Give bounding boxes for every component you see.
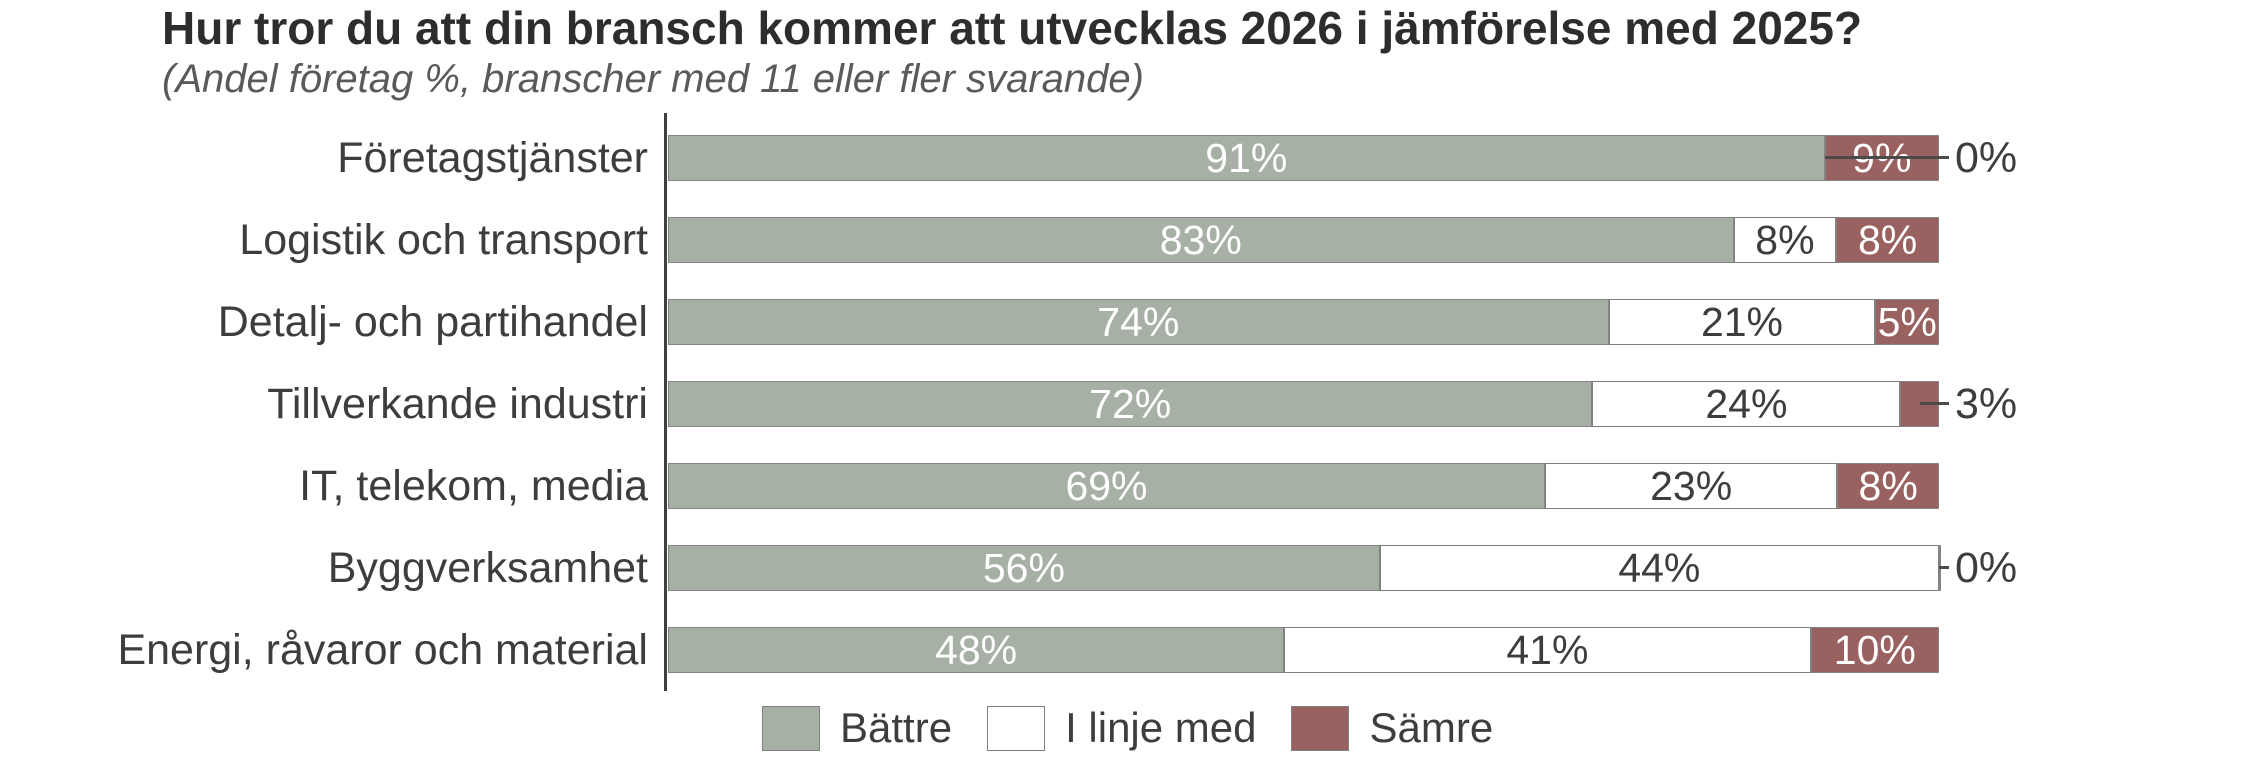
category-label: Företagstjänster <box>337 134 648 182</box>
category-label: Energi, råvaror och material <box>117 626 648 674</box>
outside-value-label: 3% <box>1955 380 2018 428</box>
segment-value-label: 10% <box>1833 626 1916 673</box>
segment-value-label: 5% <box>1877 298 1937 345</box>
chart-subtitle: (Andel företag %, branscher med 11 eller… <box>162 57 1144 101</box>
segment-value-label: 44% <box>1618 544 1701 591</box>
bar-segment-samre: 8% <box>1836 217 1939 263</box>
bar-segment-i-linje-med: 23% <box>1544 462 1838 509</box>
category-label: Detalj- och partihandel <box>217 298 648 346</box>
segment-value-label: 83% <box>1159 216 1242 263</box>
legend-item-battre: Bättre <box>762 704 952 752</box>
category-label: IT, telekom, media <box>299 462 648 510</box>
bar-plot-area: Företagstjänster 91% 0% 9% Logistik och tran… <box>117 135 2017 673</box>
y-axis-line <box>664 113 667 691</box>
legend: Bättre I linje med Sämre <box>762 704 1493 752</box>
bar-segment-battre: 74% <box>668 299 1609 345</box>
legend-swatch <box>987 705 1046 751</box>
bar-row: Byggverksamhet 56% 44% 0% <box>328 544 2017 591</box>
bar-segment-i-linje-med: 41% <box>1284 626 1811 673</box>
bar-segment-battre: 91% <box>668 135 1825 181</box>
bar-segment-battre: 83% <box>668 217 1734 263</box>
bar-segment-i-linje-med: 21% <box>1608 298 1876 345</box>
bar-row: Tillverkande industri 72% 24% 3% <box>267 380 2017 427</box>
segment-value-label: 56% <box>982 544 1065 591</box>
bar-row: Företagstjänster 91% 0% 9% <box>337 135 2017 181</box>
leader-line <box>1919 402 1949 405</box>
segment-value-label: 8% <box>1858 216 1918 263</box>
category-label: Tillverkande industri <box>267 380 648 428</box>
leader-line <box>1824 156 1949 159</box>
bar-segment-samre: 5% <box>1875 299 1939 345</box>
bar-row: Logistik och transport 83% 8% 8% <box>239 216 1939 263</box>
bar-segment-battre: 69% <box>668 463 1545 509</box>
bar-segment-samre: 10% <box>1810 626 1939 673</box>
chart-title: Hur tror du att din bransch kommer att u… <box>162 2 1863 54</box>
segment-value-label: 41% <box>1506 626 1589 673</box>
segment-value-label: 8% <box>1755 216 1815 263</box>
legend-item-samre: Sämre <box>1291 704 1493 752</box>
bar-segment-battre: 56% <box>668 545 1380 591</box>
segment-value-label: 69% <box>1065 462 1148 509</box>
category-label: Byggverksamhet <box>327 544 648 592</box>
legend-label: Sämre <box>1369 704 1494 751</box>
legend-item-i-linje-med: I linje med <box>987 704 1256 752</box>
segment-value-label: 91% <box>1205 134 1288 181</box>
segment-value-label: 8% <box>1858 462 1918 509</box>
legend-swatch <box>762 705 820 751</box>
bar-segment-i-linje-med: 8% <box>1733 216 1837 263</box>
segment-value-label: 72% <box>1089 380 1172 427</box>
leader-line <box>1939 566 1949 569</box>
bar-row: Detalj- och partihandel 74% 21% 5% <box>218 298 1939 345</box>
category-label: Logistik och transport <box>239 216 648 264</box>
segment-value-label: 74% <box>1097 298 1180 345</box>
bar-row: Energi, råvaror och material 48% 41% 10% <box>117 626 1939 673</box>
outside-value-label: 0% <box>1955 134 2018 182</box>
legend-label: Bättre <box>840 704 953 751</box>
bar-segment-samre: 8% <box>1837 463 1939 509</box>
bar-segment-i-linje-med: 44% <box>1379 544 1939 591</box>
bar-segment-i-linje-med: 24% <box>1592 380 1901 427</box>
outside-value-label: 0% <box>1955 544 2018 592</box>
segment-value-label: 48% <box>935 626 1018 673</box>
segment-value-label: 24% <box>1705 380 1788 427</box>
bar-row: IT, telekom, media 69% 23% 8% <box>299 462 1939 509</box>
bar-segment-battre: 48% <box>668 626 1285 673</box>
legend-swatch <box>1291 705 1350 751</box>
segment-value-label: 23% <box>1650 462 1733 509</box>
legend-label: I linje med <box>1065 704 1257 751</box>
bar-segment-battre: 72% <box>668 380 1593 427</box>
segment-value-label: 21% <box>1700 298 1784 345</box>
